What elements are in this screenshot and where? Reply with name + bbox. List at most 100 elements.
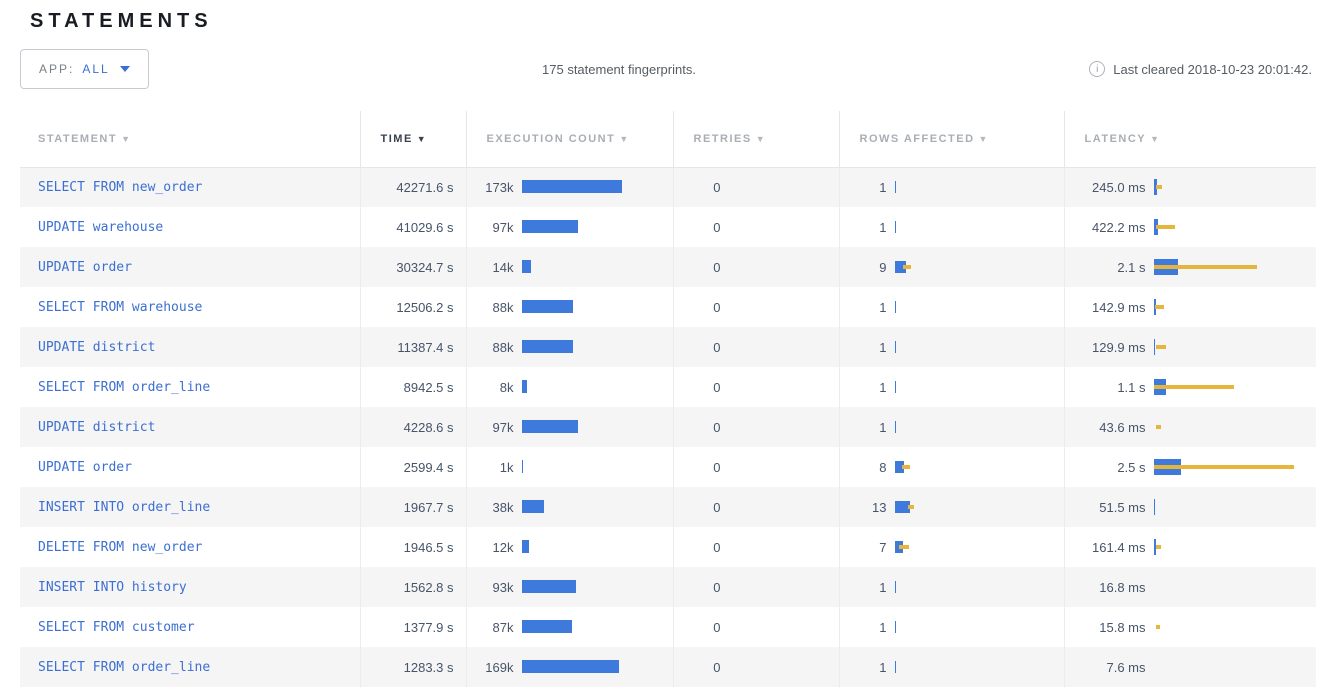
column-header-time[interactable]: TIME ▼ bbox=[359, 111, 466, 168]
count-bar-mean bbox=[521, 260, 531, 273]
rows-affected-value: 1 bbox=[879, 219, 887, 235]
execution-count-bar bbox=[521, 299, 673, 315]
count-bar-mean bbox=[521, 580, 576, 593]
latency-bar bbox=[1153, 299, 1317, 315]
latency-bar-mean bbox=[1153, 179, 1157, 196]
column-header-latency[interactable]: LATENCY ▼ bbox=[1063, 111, 1316, 168]
retries-value: 0 bbox=[713, 459, 721, 475]
latency-value: 422.2 ms bbox=[1092, 219, 1146, 235]
statement-link[interactable]: SELECT FROM customer bbox=[38, 620, 195, 635]
app-filter-label: APP: bbox=[39, 62, 75, 76]
statement-link[interactable]: SELECT FROM new_order bbox=[38, 180, 203, 196]
count-bar-mean bbox=[521, 300, 573, 313]
latency-bar-stddev bbox=[1155, 625, 1160, 629]
last-cleared-text: Last cleared 2018-10-23 20:01:42. bbox=[1113, 61, 1312, 77]
execution-count-value: 93k bbox=[492, 579, 514, 595]
rows-affected-bar bbox=[894, 259, 1064, 275]
sort-arrow-icon: ▼ bbox=[416, 133, 428, 144]
table-row: UPDATE order 2599.4 s 1k 0 8 bbox=[20, 447, 1316, 487]
statement-link[interactable]: DELETE FROM new_order bbox=[38, 540, 203, 555]
table-row: INSERT INTO history 1562.8 s 93k 0 1 bbox=[20, 567, 1316, 607]
latency-value: 2.1 s bbox=[1117, 259, 1146, 275]
execution-count-value: 38k bbox=[492, 499, 514, 515]
execution-count-value: 173k bbox=[485, 179, 514, 195]
execution-count-bar bbox=[521, 419, 673, 435]
column-header-retries[interactable]: RETRIES ▼ bbox=[672, 111, 839, 168]
table-row: SELECT FROM order_line 1283.3 s 169k 0 1 bbox=[20, 647, 1316, 687]
latency-bar bbox=[1153, 259, 1317, 275]
execution-count-bar bbox=[521, 259, 673, 275]
execution-count-value: 1k bbox=[499, 459, 514, 475]
latency-bar-stddev bbox=[1153, 465, 1294, 469]
statement-link[interactable]: UPDATE order bbox=[38, 260, 132, 275]
statement-link[interactable]: UPDATE warehouse bbox=[38, 220, 164, 235]
latency-value: 43.6 ms bbox=[1099, 419, 1146, 435]
time-value: 2599.4 s bbox=[403, 459, 454, 475]
time-value: 11387.4 s bbox=[397, 339, 454, 355]
statement-link[interactable]: SELECT FROM order_line bbox=[38, 380, 211, 395]
sort-arrow-icon: ▼ bbox=[619, 133, 630, 144]
time-value: 41029.6 s bbox=[396, 219, 454, 235]
rows-affected-value: 1 bbox=[879, 619, 887, 635]
info-icon[interactable]: i bbox=[1089, 61, 1106, 77]
sort-arrow-icon: ▼ bbox=[755, 133, 767, 144]
time-value: 1377.9 s bbox=[403, 619, 454, 635]
statement-link[interactable]: INSERT INTO history bbox=[38, 580, 187, 595]
latency-bar bbox=[1153, 179, 1317, 196]
statement-link[interactable]: UPDATE order bbox=[38, 460, 132, 475]
rows-bar-mean bbox=[894, 221, 896, 233]
table-row: SELECT FROM new_order 42271.6 s 173k 0 1 bbox=[20, 167, 1316, 207]
sort-arrow-icon: ▼ bbox=[121, 133, 132, 144]
statement-link[interactable]: UPDATE district bbox=[38, 420, 156, 435]
table-header-row: STATEMENT ▼ TIME ▼ EXECUTION COUNT ▼ RETRIE… bbox=[20, 111, 1316, 168]
rows-affected-bar bbox=[894, 539, 1064, 555]
execution-count-value: 88k bbox=[492, 339, 514, 355]
count-bar-mean bbox=[521, 660, 619, 673]
rows-bar-mean bbox=[894, 461, 904, 473]
retries-value: 0 bbox=[713, 579, 721, 595]
latency-bar-stddev bbox=[1155, 225, 1175, 229]
retries-value: 0 bbox=[713, 259, 721, 275]
latency-bar bbox=[1154, 619, 1317, 635]
count-bar-mean bbox=[521, 420, 578, 433]
latency-bar bbox=[1154, 419, 1317, 435]
time-value: 4228.6 s bbox=[403, 419, 454, 435]
column-header-statement[interactable]: STATEMENT ▼ bbox=[20, 111, 360, 168]
table-row: INSERT INTO order_line 1967.7 s 38k 0 13 bbox=[20, 487, 1316, 527]
time-value: 12506.2 s bbox=[396, 299, 454, 315]
app-filter-dropdown[interactable]: APP: ALL bbox=[20, 49, 149, 89]
rows-bar-mean bbox=[894, 301, 896, 313]
last-cleared: i Last cleared 2018-10-23 20:01:42. bbox=[1089, 61, 1316, 77]
rows-affected-bar bbox=[894, 499, 1064, 515]
statement-link[interactable]: SELECT FROM warehouse bbox=[38, 300, 203, 315]
latency-value: 15.8 ms bbox=[1099, 619, 1146, 635]
latency-bar-mean bbox=[1153, 499, 1155, 515]
time-value: 42271.6 s bbox=[396, 179, 454, 195]
rows-affected-value: 1 bbox=[879, 299, 887, 315]
execution-count-value: 88k bbox=[492, 299, 514, 315]
time-value: 1562.8 s bbox=[403, 579, 454, 595]
sort-arrow-icon: ▼ bbox=[1150, 133, 1161, 144]
table-row: SELECT FROM customer 1377.9 s 87k 0 1 bbox=[20, 607, 1316, 647]
latency-bar-stddev bbox=[1155, 425, 1161, 429]
latency-value: 16.8 ms bbox=[1099, 579, 1146, 595]
rows-affected-value: 8 bbox=[879, 459, 887, 475]
latency-bar-mean bbox=[1153, 539, 1156, 555]
latency-bar-stddev bbox=[1153, 385, 1234, 389]
time-value: 30324.7 s bbox=[396, 259, 454, 275]
rows-affected-bar bbox=[894, 419, 1064, 435]
latency-bar bbox=[1153, 219, 1317, 235]
statement-link[interactable]: SELECT FROM order_line bbox=[38, 660, 211, 675]
rows-affected-bar bbox=[894, 659, 1064, 675]
latency-bar-stddev bbox=[1155, 185, 1162, 190]
statement-link[interactable]: UPDATE district bbox=[38, 340, 156, 355]
rows-affected-bar bbox=[894, 459, 1064, 475]
count-bar-mean bbox=[521, 220, 578, 233]
latency-bar bbox=[1153, 379, 1317, 395]
column-header-execution-count[interactable]: EXECUTION COUNT ▼ bbox=[465, 111, 673, 168]
column-header-rows-affected[interactable]: ROWS AFFECTED ▼ bbox=[838, 111, 1064, 168]
statement-link[interactable]: INSERT INTO order_line bbox=[38, 500, 211, 515]
time-value: 1283.3 s bbox=[403, 659, 454, 675]
execution-count-value: 14k bbox=[492, 259, 514, 275]
